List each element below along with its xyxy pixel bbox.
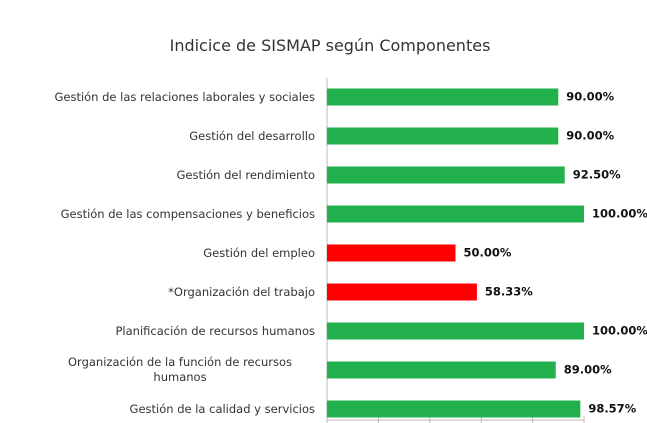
bar [327, 88, 559, 106]
value-label: 100.00% [592, 207, 647, 221]
bar [327, 400, 581, 418]
category-label: Planificación de recursos humanos [115, 323, 315, 338]
bar [327, 322, 584, 340]
value-label: 90.00% [566, 90, 614, 104]
bar [327, 283, 477, 301]
category-label: Organización de la función de recursos h… [68, 355, 292, 384]
category-label: Gestión del empleo [203, 245, 315, 260]
category-label: Gestión del desarrollo [189, 128, 315, 143]
bar [327, 205, 584, 223]
value-label: 92.50% [573, 168, 621, 182]
value-label: 89.00% [564, 363, 612, 377]
category-label: Gestión de las relaciones laborales y so… [54, 89, 315, 104]
bar [327, 127, 559, 145]
category-label: *Organización del trabajo [168, 284, 315, 299]
category-label: Gestión de la calidad y servicios [129, 401, 315, 416]
value-label: 50.00% [464, 246, 512, 260]
bar [327, 244, 456, 262]
bar [327, 361, 556, 379]
value-label: 98.57% [588, 402, 636, 416]
bar [327, 166, 565, 184]
value-label: 100.00% [592, 324, 647, 338]
value-label: 58.33% [485, 285, 533, 299]
value-label: 90.00% [566, 129, 614, 143]
category-label: Gestión del rendimiento [176, 167, 315, 182]
category-label: Gestión de las compensaciones y benefici… [60, 206, 315, 221]
chart-title: Indicice de SISMAP según Componentes [169, 36, 491, 55]
